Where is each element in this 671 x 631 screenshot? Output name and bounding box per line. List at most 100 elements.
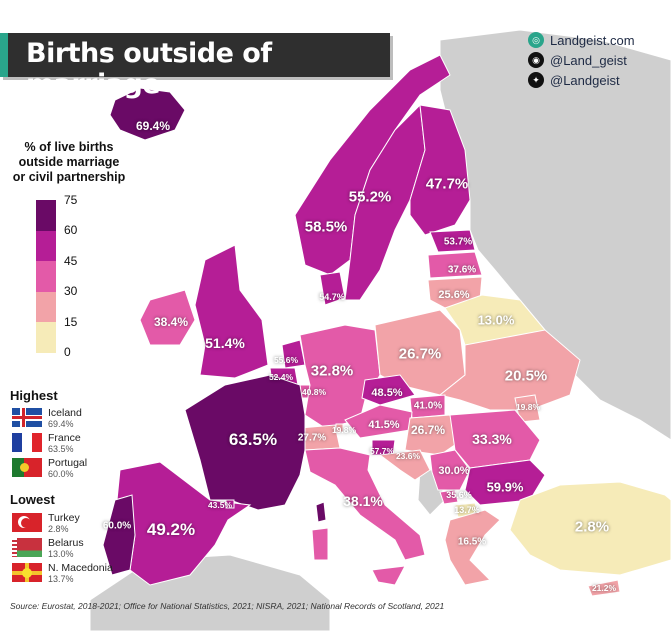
globe-icon: ◎ [528,32,544,48]
label-austria: 41.5% [368,419,400,431]
lowest-item-turkey: Turkey 2.8% [12,513,80,534]
instagram-label: @Land_geist [550,52,627,68]
region-latvia [427,251,483,279]
region-ireland [139,289,196,346]
label-lithuania: 25.6% [438,289,470,301]
label-greece: 16.5% [457,536,487,548]
label-switzerland: 27.7% [297,432,327,444]
label-north-macedonia: 13.7% [454,505,480,515]
source-note: Source: Eurostat, 2018-2021; Office for … [10,601,445,611]
twitter-label: @Landgeist [550,72,620,88]
label-bulgaria: 59.9% [486,479,524,495]
label-finland: 47.7% [425,175,469,193]
region-hungary [404,414,463,456]
label-denmark: 54.7% [319,292,345,302]
lowest-title: Lowest [10,492,55,507]
label-uk: 51.4% [205,335,245,351]
rank-name: Belarus [48,537,84,549]
rank-name: France [48,432,81,444]
label-spain: 49.2% [146,520,196,539]
legend-tick: 75 [64,193,78,207]
rank-name: N. Macedonia [48,562,113,574]
label-sweden: 55.2% [348,188,392,206]
legend-tick: 0 [64,345,71,359]
rank-name: Iceland [48,407,82,419]
label-czechia: 48.5% [371,387,403,399]
lowest-item-belarus: Belarus 13.0% [12,538,84,559]
region-denmark [319,271,346,306]
rank-name: Portugal [48,457,88,469]
twitter-icon: ✦ [528,72,544,88]
label-norway: 58.5% [304,218,348,236]
label-andorra: 43.5% [207,500,233,510]
label-france: 63.5% [228,430,278,449]
label-moldova: 19.8% [515,402,541,412]
region-cyprus [587,579,621,597]
region-uk [194,244,269,379]
rank-value: 63.5% [48,444,74,454]
region-portugal [102,494,136,576]
legend-tick: 15 [64,315,78,329]
legend-swatch-45-60 [36,230,56,262]
legend-swatch-60-75 [36,200,56,231]
region-montenegro [439,489,459,505]
legend-title-line: or civil partnership [12,170,126,184]
label-hungary: 26.7% [410,423,446,437]
social-twitter: ✦ @Landgeist [528,72,620,88]
france-flag-icon [12,433,42,452]
rank-value: 13.0% [48,549,74,559]
region-greece [444,509,501,586]
region-andorra [225,499,235,509]
legend-title-line: outside marriage [18,155,120,169]
region-finland [409,104,471,236]
label-estonia: 53.7% [443,236,473,248]
rank-name: Turkey [48,512,80,524]
rank-value: 60.0% [48,469,74,479]
title-banner: Births outside of marriage [0,33,390,100]
region-sicily [371,565,406,586]
highest-item-france: France 63.5% [12,433,81,454]
legend-tick: 30 [64,284,78,298]
label-germany: 32.8% [310,362,354,380]
label-ireland: 38.4% [153,315,189,329]
label-belarus: 13.0% [477,312,515,328]
turkey-flag-icon [12,513,42,532]
legend-swatch-0-15 [36,322,56,353]
social-website: ◎ Landgeist.com [528,32,635,48]
label-croatia: 23.6% [395,451,421,461]
label-turkey: 2.8% [574,518,610,536]
region-croatia [378,449,431,481]
label-ukraine: 20.5% [504,367,548,385]
rank-value: 13.7% [48,574,74,584]
region-liechtenstein [335,423,344,433]
region-estonia [429,229,476,253]
region-italy [304,447,426,561]
label-latvia: 37.6% [447,264,477,276]
region-turkey [509,481,671,576]
label-netherlands: 55.6% [273,355,299,365]
legend-tick: 45 [64,254,78,268]
label-slovenia: 57.7% [369,446,395,456]
label-portugal: 60.0% [102,520,132,532]
legend-swatch-30-45 [36,261,56,292]
label-belgium: 52.4% [268,372,294,382]
highest-item-portugal: Portugal 60.0% [12,458,87,479]
belarus-flag-icon [12,538,42,557]
legend-color-scale [36,200,56,353]
region-corsica [315,501,327,523]
region-serbia [429,449,471,491]
legend-title-line: % of live births [24,140,114,154]
region-france [184,374,306,511]
label-romania: 33.3% [472,431,512,447]
title-accent-bar [0,33,8,77]
region-sardinia [311,527,329,561]
highest-item-iceland: Iceland 69.4% [12,408,82,429]
map-title: Births outside of marriage [26,38,272,100]
label-iceland: 69.4% [135,119,171,133]
label-poland: 26.7% [398,345,442,363]
portugal-flag-icon [12,458,42,477]
iceland-flag-icon [12,408,42,427]
legend-title: % of live births outside marriage or civ… [8,140,130,185]
macedonia-flag-icon [12,563,42,582]
